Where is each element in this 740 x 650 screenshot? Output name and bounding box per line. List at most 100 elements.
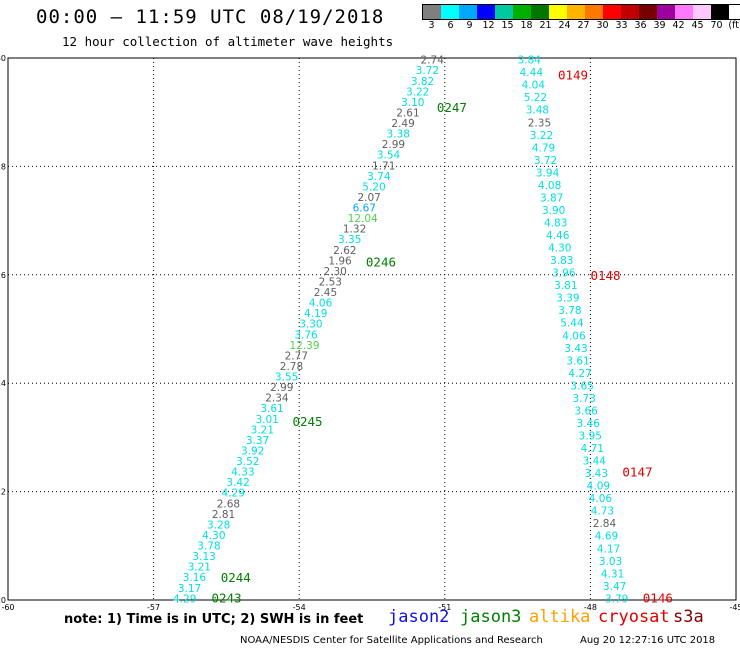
swh-value-label: 4.06	[562, 330, 586, 342]
swh-value-label: 3.66	[574, 405, 598, 417]
swh-value-label: 3.72	[534, 155, 557, 167]
swh-value-label: 3.21	[251, 424, 274, 436]
swh-value-label: 4.46	[546, 230, 570, 242]
pass-time-label: 0148	[590, 268, 620, 283]
swh-value-label: 3.13	[192, 551, 215, 563]
pass-time-label: 0247	[437, 100, 467, 115]
swh-value-label: 1.71	[372, 160, 395, 172]
swh-value-label: 2.30	[323, 266, 346, 278]
color-scale-swatches	[422, 4, 740, 20]
footer-timestamp: Aug 20 12:27:16 UTC 2018	[580, 635, 716, 646]
swh-value-label: 3.21	[188, 562, 211, 574]
swh-value-label: 2.84	[593, 518, 617, 530]
swh-value-label: 4.27	[568, 368, 591, 380]
swh-value-label: 4.29	[173, 593, 196, 605]
swh-value-label: 1.32	[343, 224, 366, 236]
swh-value-label: 4.29	[222, 488, 245, 500]
color-swatch	[603, 5, 621, 19]
swh-value-label: 3.78	[197, 541, 220, 553]
pass-time-label: 0245	[292, 414, 322, 429]
swh-value-label: 2.45	[314, 287, 337, 299]
swh-value-label: 3.96	[552, 268, 576, 280]
y-tick-label: 28	[0, 162, 6, 171]
x-tick-label: -51	[438, 603, 451, 612]
color-scale-label: 24	[558, 20, 571, 31]
swh-value-label: 2.53	[319, 276, 342, 288]
color-scale-label: 70	[710, 20, 723, 31]
swh-value-label: 1.96	[328, 255, 352, 267]
swh-value-label: 2.34	[265, 393, 289, 405]
swh-value-label: 4.33	[231, 467, 254, 479]
swh-value-label: 4.31	[601, 568, 624, 580]
swh-value-label: 4.09	[587, 481, 610, 493]
swh-value-label: 3.95	[579, 430, 602, 442]
pass-time-label: 0147	[622, 465, 652, 480]
color-scale-label: (ft)	[728, 20, 740, 31]
swh-value-label: 6.67	[353, 203, 376, 215]
footer-credit: NOAA/NESDIS Center for Satellite Applica…	[240, 635, 543, 646]
swh-value-label: 3.22	[406, 86, 429, 98]
color-swatch	[441, 5, 459, 19]
swh-value-label: 3.81	[554, 280, 577, 292]
legend-jason3: jason3	[460, 607, 522, 627]
pass-time-label: 0149	[558, 67, 588, 82]
swh-value-label: 4.19	[304, 308, 327, 320]
swh-value-label: 3.43	[564, 343, 587, 355]
swh-value-label: 2.99	[382, 139, 405, 151]
swh-value-label: 3.01	[256, 414, 279, 426]
swh-value-label: 4.30	[548, 243, 571, 255]
y-tick-label: 24	[0, 379, 6, 388]
color-swatch	[621, 5, 639, 19]
pass-time-label: 0244	[221, 570, 251, 585]
color-scale-label: 33	[615, 20, 628, 31]
swh-value-label: 3.22	[530, 130, 553, 142]
x-tick-label: -60	[1, 603, 14, 612]
swh-value-label: 4.04	[522, 80, 546, 92]
color-swatch	[711, 5, 729, 19]
legend-altika: altika	[529, 607, 591, 627]
color-scale-label: 39	[653, 20, 666, 31]
note-text: note: 1) Time is in UTC; 2) SWH is in fe…	[64, 612, 364, 627]
swh-value-label: 3.47	[603, 581, 626, 593]
swh-value-label: 3.76	[294, 329, 318, 341]
y-tick-label: 26	[0, 271, 6, 280]
color-scale-label: 42	[672, 20, 685, 31]
chart-title: 00:00 – 11:59 UTC 08/19/2018	[36, 6, 385, 28]
swh-value-label: 2.81	[212, 509, 235, 521]
swh-value-label: 4.71	[581, 443, 604, 455]
swh-value-label: 3.92	[241, 445, 264, 457]
swh-value-label: 4.73	[591, 506, 614, 518]
color-scale-label: 3	[428, 20, 435, 31]
swh-value-label: 3.30	[299, 319, 322, 331]
color-swatch	[423, 5, 441, 19]
swh-value-label: 3.87	[540, 192, 563, 204]
x-tick-label: -54	[293, 603, 306, 612]
color-scale-label: 21	[539, 20, 552, 31]
swh-value-label: 3.79	[605, 593, 628, 605]
y-tick-label: 30	[0, 54, 6, 63]
color-swatch	[675, 5, 693, 19]
x-tick-label: -45	[729, 603, 740, 612]
swh-value-label: 4.69	[595, 531, 618, 543]
swh-value-label: 3.90	[542, 205, 565, 217]
swh-value-label: 3.44	[583, 456, 607, 468]
x-tick-label: -57	[147, 603, 160, 612]
swh-value-label: 4.08	[538, 180, 561, 192]
swh-value-label: 2.07	[357, 192, 380, 204]
color-swatch	[657, 5, 675, 19]
swh-value-label: 2.99	[270, 382, 293, 394]
color-swatch	[531, 5, 549, 19]
swh-value-label: 3.43	[585, 468, 608, 480]
pass-time-label: 0246	[366, 254, 396, 269]
swh-value-label: 4.06	[309, 298, 333, 310]
swh-value-label: 3.65	[570, 380, 593, 392]
swh-value-label: 2.35	[528, 117, 551, 129]
chart-subtitle: 12 hour collection of altimeter wave hei…	[62, 34, 394, 49]
legend-s3a: s3a	[673, 607, 704, 627]
swh-value-label: 3.16	[183, 572, 207, 584]
swh-value-label: 3.03	[599, 556, 622, 568]
swh-value-label: 2.68	[217, 498, 240, 510]
swh-value-label: 4.83	[544, 218, 567, 230]
color-swatch	[477, 5, 495, 19]
